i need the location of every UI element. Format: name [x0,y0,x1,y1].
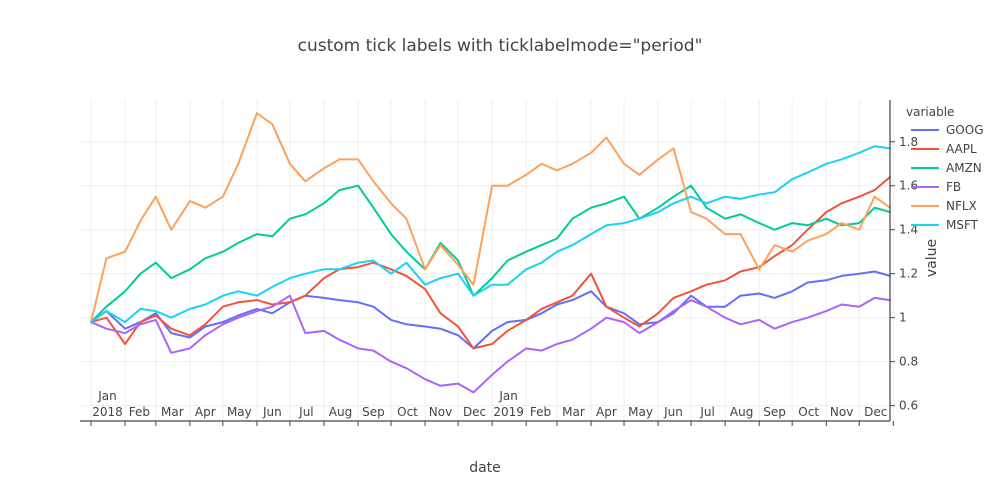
x-tick-label-month: Jan [498,389,518,403]
x-tick-label: Sep [362,405,385,419]
y-axis-title: value [924,239,940,277]
x-tick-label: Aug [730,405,753,419]
series-line-nflx [90,112,891,324]
x-tick-label: Jul [699,405,714,419]
legend-label-msft: MSFT [946,218,979,232]
series-line-aapl [90,176,891,350]
x-tick-label: Feb [530,405,551,419]
series-line-amzn [90,184,891,324]
x-tick-label: Dec [864,405,887,419]
x-tick-label: Mar [562,405,585,419]
x-tick-label: Feb [129,405,150,419]
x-tick-label: May [227,405,252,419]
x-tick-label: 2019 [493,405,524,419]
y-tick-label: 1.8 [899,135,918,149]
x-tick-label: Oct [798,405,819,419]
series-layer [90,112,891,394]
series-line-msft [90,145,891,324]
x-tick-label: Nov [830,405,853,419]
y-tick-label: 0.6 [899,399,918,413]
x-tick-label: Sep [763,405,786,419]
legend: variable GOOG AAPL AMZN FB NFLX MSFT [906,105,984,232]
y-tick-label: 1 [899,311,907,325]
x-tick-label: Jul [298,405,313,419]
grid-layer [80,100,894,421]
x-tick-label: Aug [329,405,352,419]
legend-label-amzn: AMZN [946,161,982,175]
x-tick-label: Apr [195,405,216,419]
series-line-fb [90,294,891,394]
legend-title: variable [906,105,954,119]
x-axis-title: date [469,460,501,476]
x-tick-label: May [628,405,653,419]
chart-title: custom tick labels with ticklabelmode="p… [298,36,703,56]
legend-label-aapl: AAPL [946,142,977,156]
x-tick-label: Jun [262,405,282,419]
y-tick-label: 1.4 [899,223,918,237]
x-tick-label: Mar [161,405,184,419]
x-tick-label: Oct [397,405,418,419]
x-tick-label: Nov [429,405,452,419]
y-tick-label: 1.6 [899,179,918,193]
y-tick-label: 1.2 [899,267,918,281]
legend-label-nflx: NFLX [946,199,977,213]
x-tick-label: 2018 [92,405,123,419]
x-tick-label: Dec [463,405,486,419]
x-tick-label: Jun [663,405,683,419]
legend-label-goog: GOOG [946,123,984,137]
x-tick-label: Apr [596,405,617,419]
y-tick-label: 0.8 [899,355,918,369]
legend-label-fb: FB [946,180,961,194]
axis-layer: Jan 2018 Feb Mar Apr May Jun Jul Aug Sep Oct Nov Dec… [80,100,918,426]
x-tick-label-month: Jan [97,389,117,403]
series-line-goog [90,270,891,350]
